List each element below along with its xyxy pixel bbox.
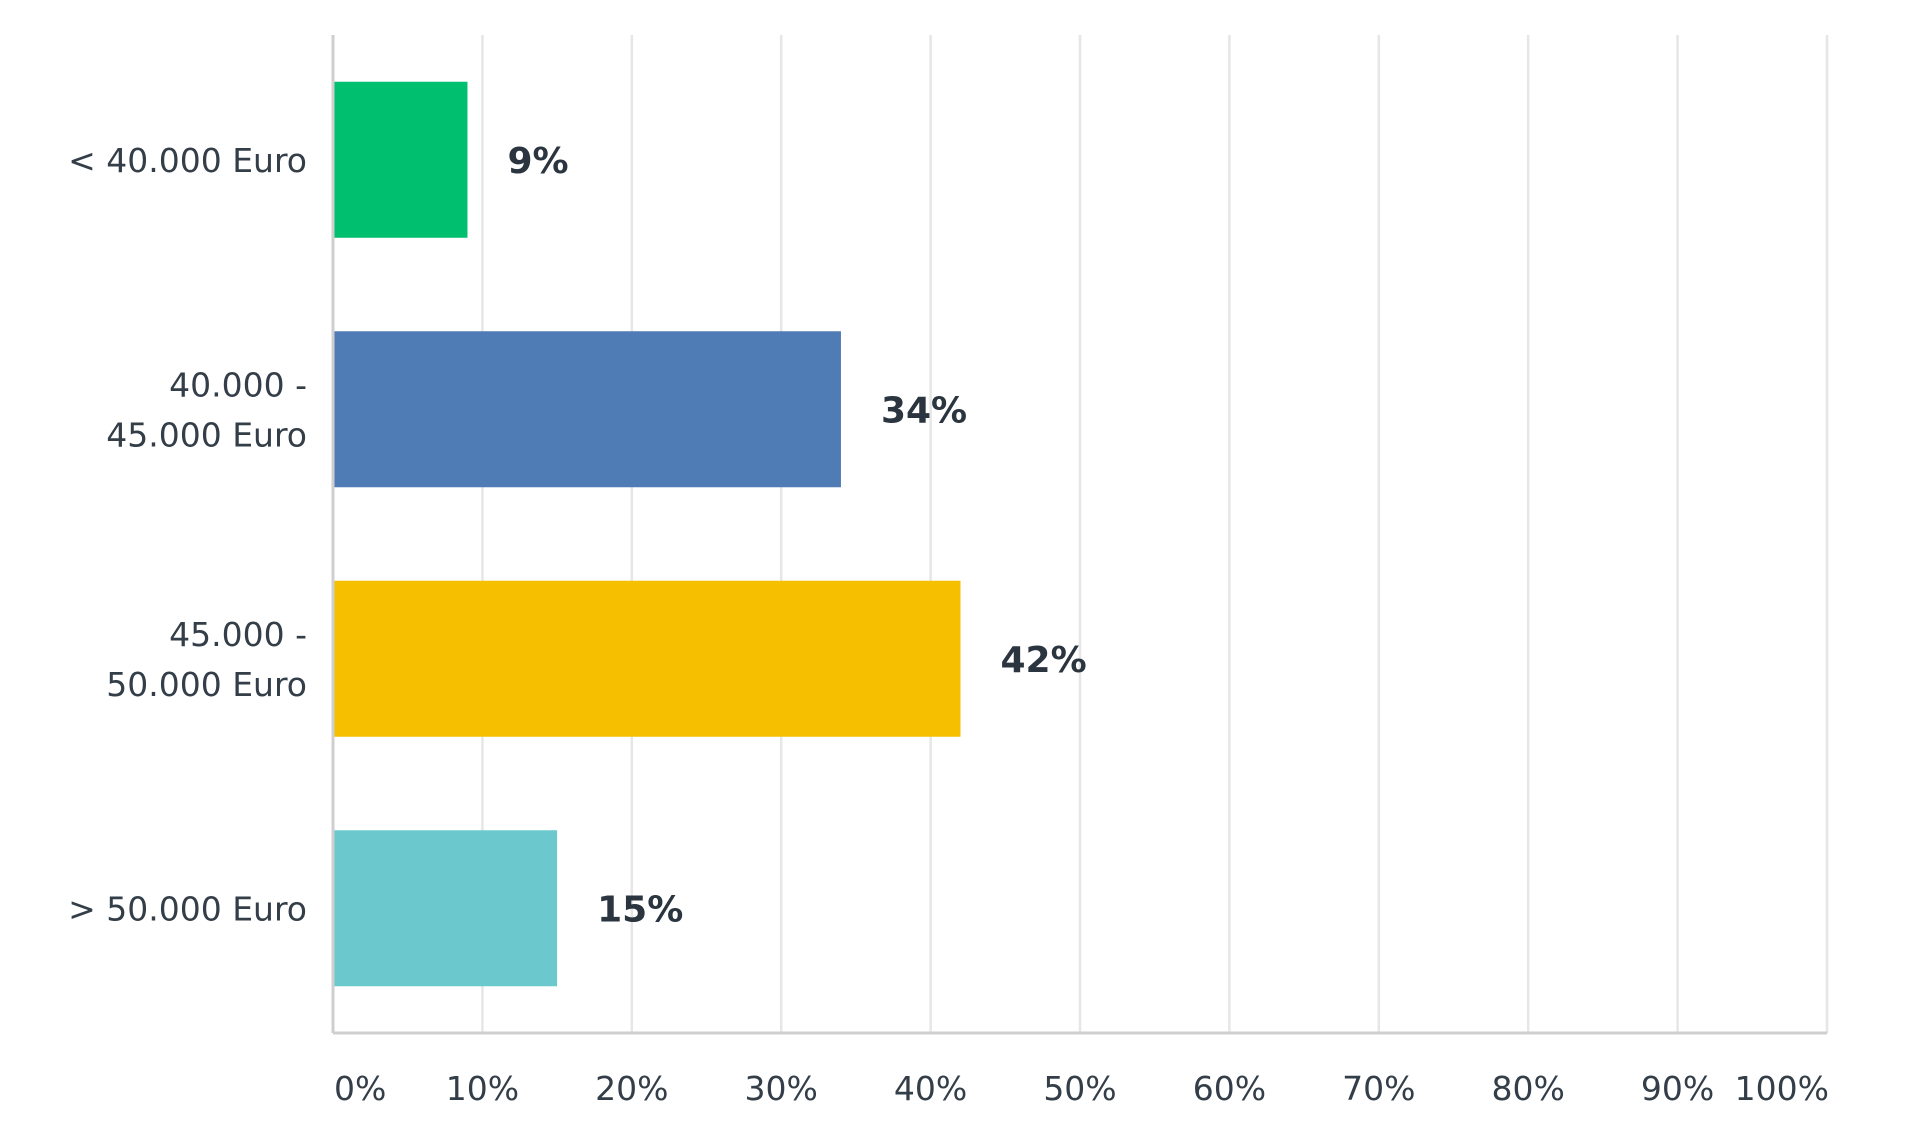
x-tick-label-30: 30% xyxy=(745,1069,818,1108)
bar-3 xyxy=(333,830,558,987)
category-label-2: 45.000 - 50.000 Euro xyxy=(106,615,307,704)
category-labels: < 40.000 Euro 40.000 - 45.000 Euro 45.000 -… xyxy=(68,141,307,929)
category-label-line: < 40.000 Euro xyxy=(68,141,307,180)
category-label-line: 45.000 - xyxy=(169,615,307,654)
data-label-3: 15% xyxy=(597,889,683,930)
category-label-line: 50.000 Euro xyxy=(106,665,307,704)
x-tick-label-20: 20% xyxy=(595,1069,668,1108)
bar-0 xyxy=(333,81,468,238)
x-tick-label-80: 80% xyxy=(1492,1069,1565,1108)
bar-1 xyxy=(333,331,841,488)
data-labels: 9% 34% 42% 15% xyxy=(507,141,1086,931)
x-tick-label-60: 60% xyxy=(1193,1069,1266,1108)
x-tick-label-50: 50% xyxy=(1043,1069,1116,1108)
data-label-1: 34% xyxy=(881,390,967,431)
x-tick-label-10: 10% xyxy=(446,1069,519,1108)
x-axis-tick-labels: 0% 10% 20% 30% 40% 50% 60% 70% 80% 90% 100% xyxy=(334,1069,1829,1108)
x-tick-label-40: 40% xyxy=(894,1069,967,1108)
axes xyxy=(331,35,1827,1035)
x-tick-label-0: 0% xyxy=(334,1069,386,1108)
bars xyxy=(333,81,961,987)
category-label-0: < 40.000 Euro xyxy=(68,141,307,180)
x-tick-label-100: 100% xyxy=(1735,1069,1829,1108)
grid-lines xyxy=(481,35,1829,1033)
category-label-1: 40.000 - 45.000 Euro xyxy=(106,365,307,454)
category-label-3: > 50.000 Euro xyxy=(68,889,307,928)
data-label-2: 42% xyxy=(1000,640,1086,681)
bar-2 xyxy=(333,580,961,737)
data-label-0: 9% xyxy=(507,141,568,182)
x-tick-label-70: 70% xyxy=(1342,1069,1415,1108)
category-label-line: > 50.000 Euro xyxy=(68,889,307,928)
x-tick-label-90: 90% xyxy=(1641,1069,1714,1108)
category-label-line: 40.000 - xyxy=(169,365,307,404)
category-label-line: 45.000 Euro xyxy=(106,415,307,454)
